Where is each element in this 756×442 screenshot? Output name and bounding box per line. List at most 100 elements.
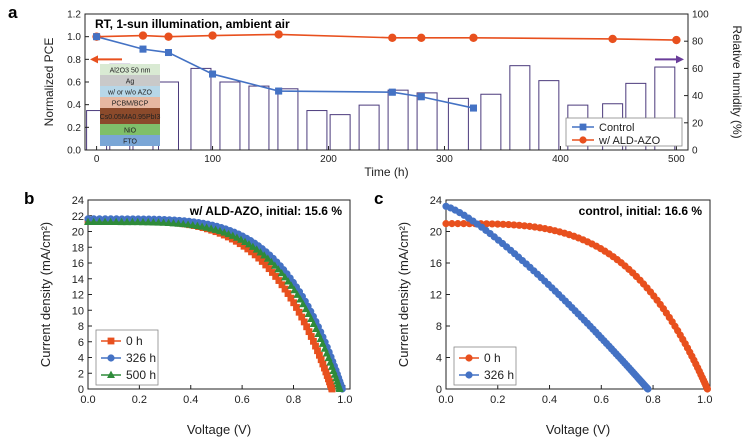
data-point xyxy=(174,219,183,227)
data-point xyxy=(241,237,249,246)
data-point xyxy=(304,309,313,318)
data-point xyxy=(179,219,188,228)
panel-b-ytick-label: 14 xyxy=(72,274,84,286)
panel-c-ytick-label: 16 xyxy=(430,258,442,270)
device-layer xyxy=(100,75,160,86)
legend-label: 500 h xyxy=(126,368,156,382)
panel-b-ytick-label: 12 xyxy=(72,290,84,302)
data-point xyxy=(703,385,712,393)
panel-b-annotation: w/ ALD-AZO, initial: 15.6 % xyxy=(189,204,343,218)
data-point xyxy=(388,33,397,42)
panel-b-ytick-label: 16 xyxy=(72,258,84,270)
left-arrow-head-icon xyxy=(90,55,98,64)
data-point xyxy=(270,261,279,269)
data-point xyxy=(208,31,217,40)
data-point xyxy=(244,240,253,248)
panel-a-annotation: RT, 1-sun illumination, ambient air xyxy=(95,17,290,31)
panel-a-ytick-label: 1.2 xyxy=(67,10,81,21)
legend-label: 326 h xyxy=(126,351,156,365)
panel-b-ytick-label: 22 xyxy=(72,211,84,223)
device-layer-label: FTO xyxy=(123,139,137,146)
data-point xyxy=(117,217,126,226)
data-point xyxy=(207,224,216,232)
legend-label: 0 h xyxy=(484,351,501,365)
panel-a-xtick-label: 200 xyxy=(320,154,337,165)
data-point xyxy=(202,223,211,231)
panel-c-ytick-label: 8 xyxy=(436,321,442,333)
data-point xyxy=(95,217,104,226)
data-point xyxy=(112,217,121,226)
legend-marker xyxy=(107,337,115,345)
legend-label: Control xyxy=(599,122,634,134)
data-point xyxy=(164,218,173,227)
panel-c-xtick-label: 0.2 xyxy=(490,394,505,406)
data-point xyxy=(193,221,202,229)
data-point xyxy=(284,277,293,285)
data-point xyxy=(454,220,462,228)
data-point xyxy=(139,45,147,53)
device-layer xyxy=(100,86,160,97)
data-point xyxy=(280,272,289,281)
data-point xyxy=(299,299,308,308)
panel-c-xtick-label: 1.0 xyxy=(697,394,712,406)
panel-c-xtick-label: 0.8 xyxy=(645,394,660,406)
panel-a-xlabel: Time (h) xyxy=(364,165,408,179)
panel-c-xlabel: Voltage (V) xyxy=(546,422,610,437)
panel-b-ylabel: Current density (mA/cm²) xyxy=(38,222,53,367)
panel-a-label: a xyxy=(8,3,18,22)
panel-b-ytick-label: 10 xyxy=(72,305,84,317)
data-point xyxy=(318,339,327,347)
data-point xyxy=(469,33,478,42)
data-point xyxy=(93,33,101,41)
data-point xyxy=(89,217,98,226)
panel-b-ytick-label: 4 xyxy=(78,353,84,365)
panel-b-xtick-label: 0.8 xyxy=(286,394,301,406)
panel-b-ytick-label: 8 xyxy=(78,321,84,333)
panel-a-xtick-label: 500 xyxy=(668,154,685,165)
panel-b-ytick-label: 0 xyxy=(78,384,84,396)
data-point xyxy=(159,218,168,226)
panel-c-ytick-label: 24 xyxy=(430,195,442,207)
panel-a-ytick-label: 0.4 xyxy=(67,100,81,111)
legend-marker xyxy=(107,354,115,362)
data-point xyxy=(84,217,92,226)
data-point xyxy=(316,334,325,342)
data-point xyxy=(184,220,193,228)
data-point xyxy=(101,217,110,226)
data-point xyxy=(442,220,450,228)
data-point xyxy=(154,218,163,226)
data-point xyxy=(139,217,147,226)
data-point xyxy=(274,30,283,39)
panel-a-ylabel: Normalized PCE xyxy=(42,38,56,127)
data-point xyxy=(307,314,316,322)
panel-c-xtick-label: 0.4 xyxy=(542,394,557,406)
panel-a-y2tick-label: 20 xyxy=(692,118,704,129)
panel-a-xtick-label: 400 xyxy=(552,154,569,165)
humidity-bar xyxy=(509,65,531,151)
data-point xyxy=(144,217,153,226)
panel-b-xtick-label: 0.6 xyxy=(234,394,249,406)
panel-a-xtick-label: 300 xyxy=(436,154,453,165)
data-point xyxy=(128,217,137,226)
panel-b-ytick-label: 18 xyxy=(72,242,84,254)
panel-a-y2tick-label: 60 xyxy=(692,64,704,75)
data-point xyxy=(448,220,456,228)
data-point xyxy=(290,285,299,294)
panel-c-ylabel: Current density (mA/cm²) xyxy=(396,222,411,367)
data-point xyxy=(123,217,132,226)
data-point xyxy=(672,35,681,45)
data-point xyxy=(277,268,286,277)
panel-c-xtick-label: 0.6 xyxy=(594,394,609,406)
humidity-bar xyxy=(190,67,212,151)
panel-a-ytick-label: 0.0 xyxy=(67,146,81,157)
panel-a-y2label: Relative humidity (%) xyxy=(730,25,744,138)
panel-c-ytick-label: 0 xyxy=(436,384,442,396)
panel-b-ytick-label: 20 xyxy=(72,227,84,239)
series-line-control xyxy=(96,35,474,109)
panel-a-ytick-label: 1.0 xyxy=(67,32,81,43)
panel-a-ytick-label: 0.8 xyxy=(67,55,81,66)
humidity-bar xyxy=(480,93,502,151)
panel-c-legend xyxy=(453,346,517,386)
humidity-bar xyxy=(248,85,270,151)
